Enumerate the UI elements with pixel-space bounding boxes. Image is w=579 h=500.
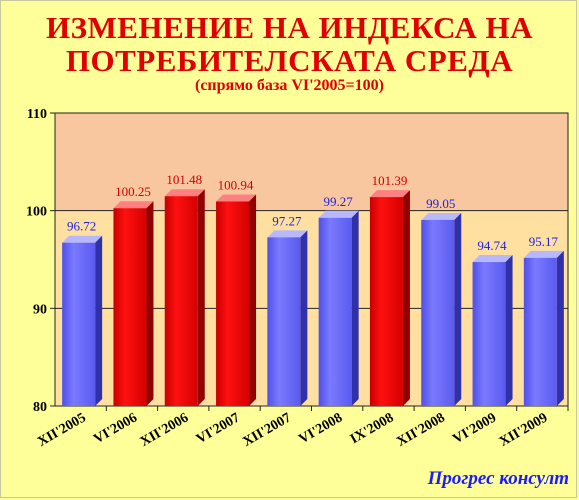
bar-side xyxy=(556,250,564,406)
brand-label: Прогрес консулт xyxy=(427,468,569,489)
data-label: 99.27 xyxy=(324,194,354,209)
bar-top xyxy=(421,212,462,220)
x-tick-label: XII'2009 xyxy=(497,410,550,449)
bar-side xyxy=(402,190,410,406)
y-tick-label: 90 xyxy=(33,302,47,317)
bar-side xyxy=(146,201,154,406)
bar xyxy=(369,197,403,406)
y-tick-label: 100 xyxy=(26,205,47,220)
x-tick-label: XII'2006 xyxy=(138,410,191,449)
bar xyxy=(113,208,147,406)
bar-top xyxy=(369,190,410,198)
bar-top xyxy=(267,230,308,238)
bar-side xyxy=(300,230,308,406)
chart-title-line-2: ПОТРЕБИТЕЛСКАТА СРЕДА xyxy=(65,43,514,78)
bar-top xyxy=(216,194,257,202)
bar-side xyxy=(249,194,257,406)
x-tick-label: VI'2007 xyxy=(194,410,243,447)
bar xyxy=(62,242,96,406)
bar xyxy=(164,196,198,406)
data-label: 95.17 xyxy=(529,234,559,249)
x-tick-label: VI'2009 xyxy=(450,410,499,447)
bar xyxy=(216,201,250,406)
x-tick-label: IX'2008 xyxy=(348,410,397,447)
bar-top xyxy=(523,250,564,258)
bar xyxy=(318,217,352,406)
data-label: 101.39 xyxy=(372,173,408,188)
data-label: 100.94 xyxy=(218,177,254,192)
bar-top xyxy=(164,189,205,197)
data-label: 99.05 xyxy=(426,196,455,211)
data-label: 96.72 xyxy=(67,219,96,234)
x-tick-label: VI'2008 xyxy=(297,410,346,447)
chart-title-line-1: ИЗМЕНЕНИЕ НА ИНДЕКСА НА xyxy=(45,10,534,45)
data-label: 100.25 xyxy=(115,184,151,199)
bar xyxy=(267,237,301,406)
bar-side xyxy=(454,212,462,406)
y-tick-label: 110 xyxy=(27,107,47,122)
bar xyxy=(421,219,455,406)
bar-side xyxy=(197,189,205,406)
bar-side xyxy=(95,235,103,406)
x-tick-label: XII'2007 xyxy=(241,410,294,449)
bar xyxy=(472,262,506,406)
x-tick-label: VI'2006 xyxy=(91,410,140,447)
bar-top xyxy=(113,201,154,209)
data-label: 97.27 xyxy=(272,213,302,228)
bar-top xyxy=(62,235,103,243)
y-tick-label: 80 xyxy=(33,400,47,415)
data-label: 94.74 xyxy=(477,238,507,253)
bar-top xyxy=(472,255,513,263)
x-tick-label: XII'2008 xyxy=(394,410,447,449)
bar-side xyxy=(351,210,359,406)
plot-upper-band xyxy=(55,113,568,211)
bar-top xyxy=(318,210,359,218)
data-label: 101.48 xyxy=(166,172,202,187)
bar xyxy=(523,257,557,406)
bar-side xyxy=(505,255,513,406)
chart-subtitle: (спрямо база VI'2005=100) xyxy=(195,77,384,94)
x-tick-label: XII'2005 xyxy=(35,410,88,449)
